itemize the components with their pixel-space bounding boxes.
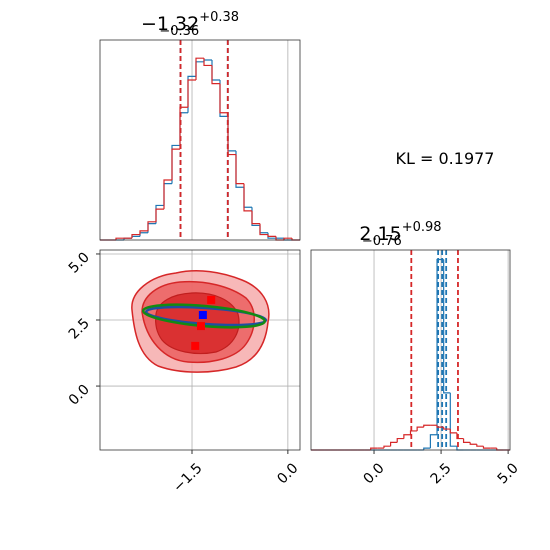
title-part: 2.15 xyxy=(359,223,401,245)
hist-step xyxy=(115,237,124,240)
marker xyxy=(191,341,200,350)
hist-step xyxy=(423,447,431,450)
hist-step xyxy=(243,187,252,208)
hist-step xyxy=(211,60,220,81)
hist-step xyxy=(155,204,164,224)
hist-step xyxy=(187,79,196,108)
x-tick-label: 0.0 xyxy=(361,460,388,487)
hist-step xyxy=(163,179,172,210)
blue-ellipse xyxy=(144,305,268,327)
hist-step xyxy=(456,432,464,440)
marker xyxy=(196,322,205,331)
kl-annotation: KL = 0.1977 xyxy=(396,149,495,168)
hist-step xyxy=(131,235,140,239)
hist-step xyxy=(235,150,244,188)
hist-step xyxy=(227,112,236,156)
hist-step xyxy=(396,437,404,443)
hist-step xyxy=(139,230,148,235)
panel: 0.0 2.5 5.0 2.15+0.98 −0.76 xyxy=(311,220,522,487)
hist-step xyxy=(203,58,212,67)
hist-step xyxy=(370,447,378,450)
hist-step xyxy=(259,223,268,236)
hist-step xyxy=(476,444,484,447)
hist-step xyxy=(131,233,140,239)
hist-step xyxy=(195,61,204,77)
hist-step xyxy=(163,183,172,206)
marker xyxy=(207,295,216,304)
marker xyxy=(198,310,207,319)
hist-step xyxy=(235,154,244,185)
title-part: +0.98 xyxy=(402,220,442,235)
x-tick-label: 2.5 xyxy=(428,460,455,487)
panel: −1.32+0.38 −0.36 xyxy=(100,10,300,241)
axes-frame xyxy=(310,249,511,451)
x-tick-label: 5.0 xyxy=(495,460,522,487)
hist-step xyxy=(443,259,451,394)
y-tick-label: 2.5 xyxy=(66,316,93,343)
hist-step xyxy=(429,434,438,449)
hist-step xyxy=(211,65,220,85)
y-tick-label: 5.0 xyxy=(66,249,93,276)
hist-step xyxy=(390,441,398,447)
hist-step xyxy=(251,210,260,225)
hist-step xyxy=(267,232,276,239)
density-contours xyxy=(131,270,270,373)
hist-step xyxy=(139,232,148,237)
hist-step xyxy=(147,223,156,233)
x-tick-label: 0.0 xyxy=(274,460,301,487)
hist-step xyxy=(449,392,457,447)
hist-step xyxy=(436,425,444,428)
hist-step xyxy=(383,445,391,449)
panel-title: 2.15+0.98 −0.76 xyxy=(359,220,441,249)
title-part: −0.76 xyxy=(362,234,402,249)
hist-step xyxy=(267,234,276,237)
title-part: −0.36 xyxy=(159,24,199,39)
hist-step xyxy=(219,83,228,114)
hist-step xyxy=(219,80,228,117)
title-part: −1.32 xyxy=(141,13,199,35)
hist-step xyxy=(423,424,431,428)
title-part: +0.38 xyxy=(199,10,239,25)
hist-step xyxy=(203,59,212,62)
y-tick-label: 0.0 xyxy=(66,382,93,409)
hist-step xyxy=(443,427,451,430)
hist-step xyxy=(147,221,156,231)
hist-step xyxy=(171,148,180,180)
axes-frame xyxy=(99,249,301,451)
hist-step xyxy=(462,438,471,443)
hist-step xyxy=(283,237,292,240)
hist-step xyxy=(251,207,260,227)
hist-step xyxy=(155,208,164,222)
hist-step xyxy=(171,144,180,184)
hist-step xyxy=(195,57,204,80)
axes-frame xyxy=(99,39,301,241)
panel-title: −1.32+0.38 −0.36 xyxy=(141,10,239,39)
hist-step xyxy=(227,116,236,152)
hist-step xyxy=(259,225,268,234)
hist-step xyxy=(243,183,252,212)
hist-step xyxy=(449,429,457,434)
hist-step xyxy=(469,442,477,445)
hist-step xyxy=(403,434,411,439)
hist-step xyxy=(482,446,491,449)
hist-step xyxy=(416,426,424,431)
x-tick-label: −1.5 xyxy=(170,460,205,495)
